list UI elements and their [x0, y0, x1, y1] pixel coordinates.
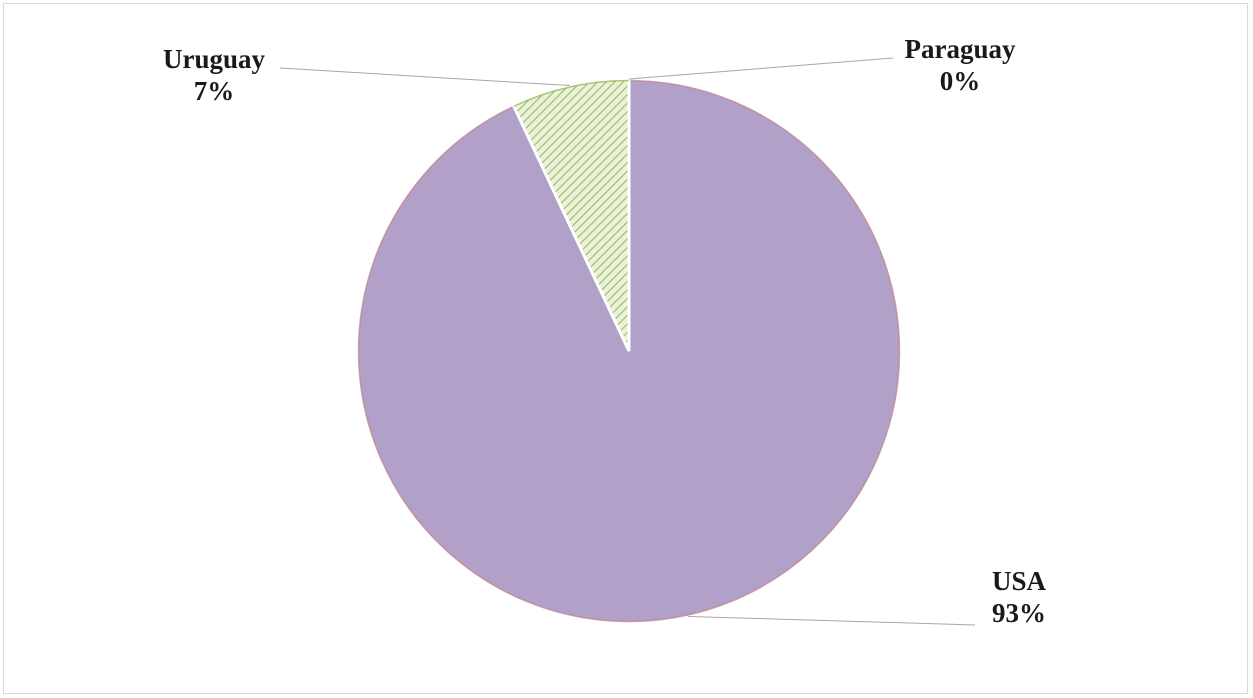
slice-label-usa: USA — [992, 566, 1047, 596]
slice-label-paraguay: Paraguay — [905, 34, 1016, 64]
leader-line-paraguay — [628, 57, 894, 80]
slice-value-uruguay: 7% — [194, 76, 235, 106]
pie-slice-rim-usa — [357, 79, 901, 623]
leader-line-usa — [688, 615, 976, 626]
leader-line-uruguay — [279, 67, 570, 87]
pie-slice-rim-uruguay — [513, 79, 630, 107]
slice-label-uruguay: Uruguay — [163, 44, 266, 74]
pie-slice-uruguay — [511, 77, 631, 352]
slice-value-usa: 93% — [992, 598, 1046, 628]
slice-value-paraguay: 0% — [940, 66, 981, 96]
